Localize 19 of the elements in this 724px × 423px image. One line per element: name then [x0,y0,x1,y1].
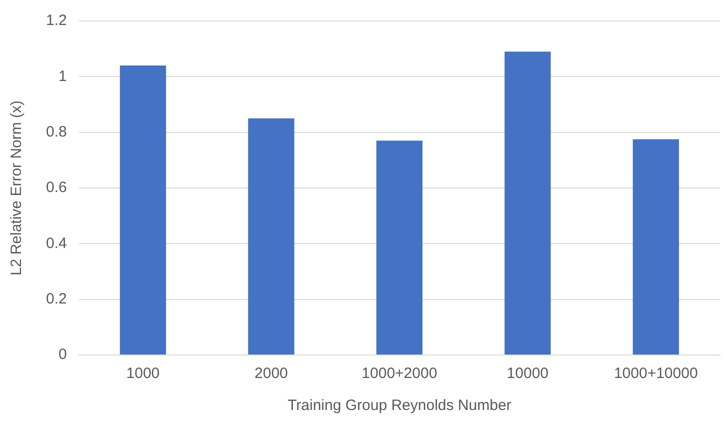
y-tick-label: 1 [58,68,67,85]
y-tick-label: 0.8 [46,123,67,140]
x-axis-title: Training Group Reynolds Number [288,397,512,414]
y-axis-title: L2 Relative Error Norm (x) [8,100,26,276]
y-tick-label: 0 [58,346,67,364]
x-tick-label: 1000+10000 [614,365,698,382]
bar [120,66,166,354]
bar [632,139,679,354]
y-tick-label: 1.2 [46,12,67,30]
x-tick-label: 2000 [254,365,288,382]
bar [376,140,423,354]
y-tick-label: 0.4 [46,234,67,252]
y-tick-label: 0.2 [46,290,67,308]
x-tick-label: 10000 [506,365,549,382]
x-tick-label: 1000+2000 [362,365,438,382]
y-tick-label: 0.6 [46,179,67,196]
x-tick-label: 1000 [126,365,160,382]
bar [248,118,294,354]
bar [504,52,551,354]
